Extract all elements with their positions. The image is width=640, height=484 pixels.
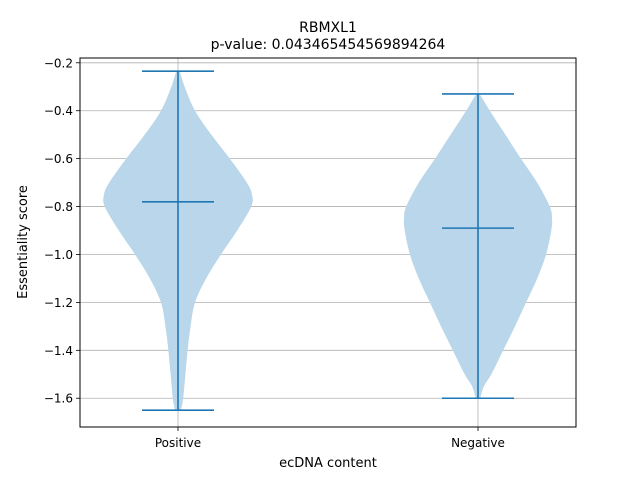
- y-tick-label: −1.4: [44, 344, 73, 358]
- violin-layer: [103, 69, 553, 412]
- y-tick-label: −1.6: [44, 392, 73, 406]
- chart-subtitle: p-value: 0.043465454569894264: [211, 37, 446, 53]
- y-tick-label: −1.2: [44, 296, 73, 310]
- tick-layer: −1.6 −1.4 −1.2 −1.0 −0.8 −0.6 −0.4 −0.2 Positive…: [44, 56, 505, 450]
- y-tick-label: −0.2: [44, 56, 73, 70]
- x-axis-label: ecDNA content: [279, 456, 377, 471]
- x-tick-label: Negative: [451, 436, 505, 450]
- y-tick-label: −0.4: [44, 104, 73, 118]
- y-tick-label: −0.8: [44, 200, 73, 214]
- y-tick-label: −0.6: [44, 152, 73, 166]
- y-axis-label: Essentiality score: [16, 185, 31, 299]
- x-tick-label: Positive: [155, 436, 201, 450]
- y-tick-label: −1.0: [44, 248, 73, 262]
- axes-layer: [79, 57, 577, 428]
- chart-title: RBMXL1: [299, 20, 357, 36]
- plot-frame: [79, 57, 577, 428]
